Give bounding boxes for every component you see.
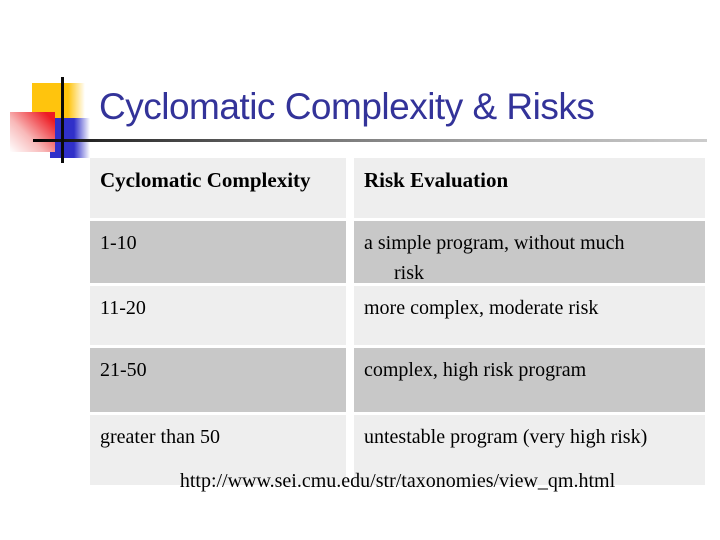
complexity-cell: 21-50: [90, 348, 346, 412]
title-divider-rule: [33, 139, 707, 142]
logo-blue-square-icon: [50, 118, 90, 158]
logo-red-square-icon: [10, 112, 55, 152]
risk-cell: untestable program (very high risk): [354, 415, 705, 485]
page-title: Cyclomatic Complexity & Risks: [99, 86, 595, 127]
risk-text-line: complex, high risk program: [364, 359, 587, 381]
risk-text-line: a simple program, without much: [364, 232, 625, 254]
risk-text-line: untestable program (very high risk): [364, 426, 648, 448]
complexity-cell: greater than 50: [90, 415, 346, 485]
complexity-cell: 11-20: [90, 286, 346, 345]
table-header-risk: Risk Evaluation: [354, 158, 705, 218]
risk-cell: more complex, moderate risk: [354, 286, 705, 345]
risk-cell: complex, high risk program: [354, 348, 705, 412]
source-url: http://www.sei.cmu.edu/str/taxonomies/vi…: [179, 470, 616, 492]
risk-text-line: risk: [394, 262, 424, 283]
table-header-complexity: Cyclomatic Complexity: [90, 158, 346, 218]
risk-text-line: more complex, moderate risk: [364, 297, 599, 319]
risk-cell: a simple program, without much risk: [354, 221, 705, 283]
complexity-table: Cyclomatic Complexity Risk Evaluation 1-…: [90, 158, 705, 485]
complexity-cell: 1-10: [90, 221, 346, 283]
logo-vertical-line: [61, 77, 64, 163]
